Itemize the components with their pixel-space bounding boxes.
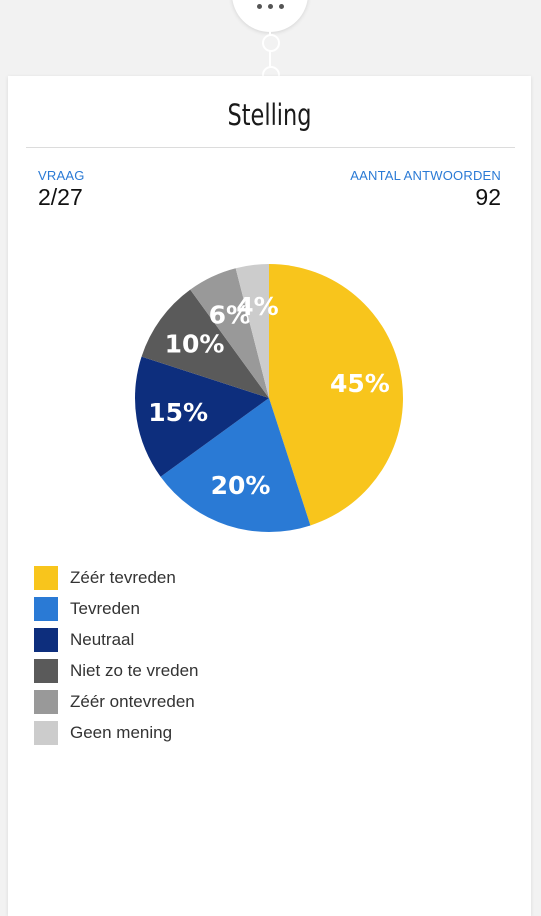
legend-swatch [34,627,58,652]
legend-swatch [34,689,58,714]
legend-label: Tevreden [70,598,140,618]
legend-item: Geen mening [34,717,199,748]
question-label: VRAAG [38,168,85,183]
pie-slice-3 [141,289,269,398]
pie-slice-label-0: 45% [330,369,390,398]
answers-label: AANTAL ANTWOORDEN [350,168,501,183]
legend-label: Niet zo te vreden [70,660,199,680]
pie-slice-2 [135,356,269,477]
pie-slice-label-5: 4% [236,292,278,321]
pie-chart: 45% 20% 15% 10%6%4% [135,264,403,532]
pie-slice-1 [160,398,311,532]
legend-swatch [34,720,58,745]
page-title: Stelling [227,98,312,132]
legend-label: Geen mening [70,722,173,742]
pie-slice-label-4: 6% [209,300,251,329]
legend-label: Neutraal [70,629,135,649]
question-value: 2/27 [38,184,83,210]
pie-slice-label-3: 10% [165,329,225,358]
legend-swatch [34,565,58,590]
question-stat: VRAAG 2/27 [38,168,85,211]
pie-slice-0 [269,264,403,526]
more-options-button[interactable] [232,0,308,32]
more-dots-icon [232,4,308,9]
answers-stat: AANTAL ANTWOORDEN 92 [350,168,501,211]
legend-swatch [34,658,58,683]
legend-item: Niet zo te vreden [34,655,199,686]
pie-slice-label-2: 15% [148,398,208,427]
connector-line [269,32,271,80]
legend-item: Zéér tevreden [34,562,199,593]
legend-item: Tevreden [34,593,199,624]
legend-item: Zéér ontevreden [34,686,199,717]
legend-swatch [34,596,58,621]
chart-legend: Zéér tevreden Tevreden Neutraal Niet zo te … [34,562,199,748]
legend-item: Neutraal [34,624,199,655]
pie-slice-4 [190,268,269,398]
legend-label: Zéér ontevreden [70,691,195,711]
pie-slice-label-1: 20% [211,471,271,500]
connector-ring-top [262,34,280,52]
pie-slice-5 [235,264,269,398]
divider [26,147,515,148]
result-card: Stelling VRAAG 2/27 AANTAL ANTWOORDEN 92… [8,76,531,916]
answers-value: 92 [475,184,501,210]
legend-label: Zéér tevreden [70,567,176,587]
